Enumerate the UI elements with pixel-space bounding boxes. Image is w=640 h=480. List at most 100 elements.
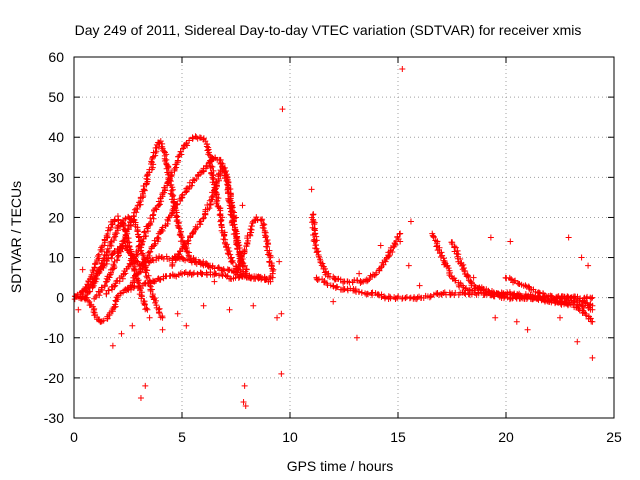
data-point [567, 294, 574, 301]
data-point [146, 277, 153, 284]
data-point [583, 312, 590, 319]
data-point [141, 187, 148, 194]
data-point [588, 295, 595, 302]
data-point [231, 221, 238, 228]
data-point [229, 204, 236, 211]
data-point [167, 169, 174, 176]
data-point [435, 246, 442, 253]
data-point [311, 226, 318, 233]
data-point [128, 222, 135, 229]
data-point [105, 287, 112, 294]
data-point [89, 283, 96, 290]
data-point [310, 218, 317, 225]
data-point [183, 141, 190, 148]
y-tick-label: 60 [48, 49, 64, 65]
data-point [216, 170, 223, 177]
data-point [120, 243, 127, 250]
data-point [148, 219, 155, 226]
data-point [142, 233, 149, 240]
data-point [219, 214, 226, 221]
y-axis-tick-labels: -30 -20 -10 0 10 20 30 40 50 60 [44, 49, 64, 426]
x-tick-label: 25 [606, 429, 622, 445]
data-point [171, 272, 178, 279]
data-point [522, 293, 529, 300]
data-point [279, 106, 286, 113]
data-point [241, 273, 248, 280]
data-point [498, 289, 505, 296]
data-point [397, 230, 404, 237]
data-point [217, 218, 224, 225]
data-point [315, 253, 322, 260]
data-point [130, 255, 137, 262]
data-points [71, 66, 596, 409]
data-point [173, 164, 180, 171]
data-point [452, 244, 459, 251]
data-point [172, 255, 179, 262]
data-point [170, 192, 177, 199]
chart-title: Day 249 of 2011, Sidereal Day-to-day VTE… [75, 22, 582, 38]
data-point [332, 276, 339, 283]
data-point [144, 306, 151, 313]
data-point [445, 265, 452, 272]
data-point [465, 274, 472, 281]
data-point [232, 268, 239, 275]
data-point [589, 354, 596, 361]
data-point [358, 289, 365, 296]
data-point [141, 186, 148, 193]
data-point [447, 291, 454, 298]
data-point [216, 265, 223, 272]
data-point [197, 269, 204, 276]
data-point [169, 186, 176, 193]
data-point [139, 238, 146, 245]
data-point [140, 252, 147, 259]
data-point [101, 242, 108, 249]
data-point [156, 140, 163, 147]
data-point [274, 314, 281, 321]
data-point [571, 297, 578, 304]
data-point [172, 254, 179, 261]
data-point [452, 277, 459, 284]
data-point [433, 243, 440, 250]
data-point [150, 211, 157, 218]
data-point [340, 279, 347, 286]
data-point [129, 282, 136, 289]
data-point [269, 270, 276, 277]
data-point [129, 322, 136, 329]
data-point [106, 272, 113, 279]
data-point [177, 148, 184, 155]
data-point [153, 206, 160, 213]
y-tick-label: 30 [48, 169, 64, 185]
data-point [355, 288, 362, 295]
data-point [403, 294, 410, 301]
data-point [584, 293, 591, 300]
data-point [164, 218, 171, 225]
data-point [487, 234, 494, 241]
data-point [213, 270, 220, 277]
y-tick-label: 40 [48, 129, 64, 145]
data-point [142, 382, 149, 389]
y-tick-label: -10 [44, 330, 64, 346]
x-tick-label: 15 [390, 429, 406, 445]
data-point [224, 181, 231, 188]
data-point [210, 176, 217, 183]
data-point [199, 215, 206, 222]
data-point [98, 284, 105, 291]
y-tick-label: -30 [44, 410, 64, 426]
data-point [215, 195, 222, 202]
data-point [522, 282, 529, 289]
plot-area-border [73, 56, 615, 419]
data-point [241, 382, 248, 389]
data-point [311, 230, 318, 237]
data-point [186, 137, 193, 144]
data-point [180, 145, 187, 152]
data-point [426, 294, 433, 301]
x-tick-label: 0 [70, 429, 78, 445]
data-point [169, 171, 176, 178]
data-point [83, 294, 90, 301]
data-point [110, 234, 117, 241]
data-point [149, 156, 156, 163]
data-point [178, 232, 185, 239]
data-point [578, 254, 585, 261]
data-point [75, 306, 82, 313]
data-point [218, 159, 225, 166]
